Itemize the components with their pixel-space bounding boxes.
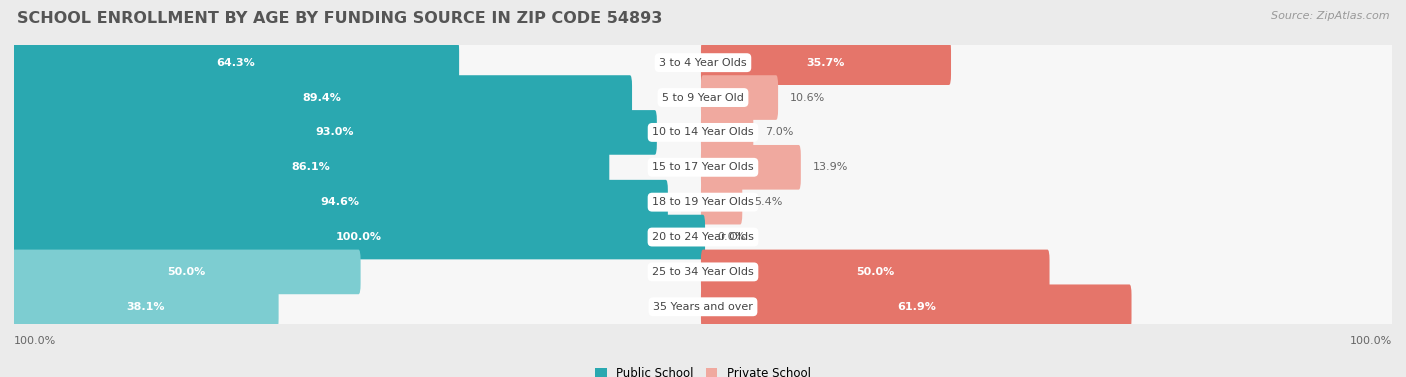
FancyBboxPatch shape: [702, 110, 754, 155]
Text: 15 to 17 Year Olds: 15 to 17 Year Olds: [652, 162, 754, 172]
Text: 5 to 9 Year Old: 5 to 9 Year Old: [662, 92, 744, 103]
Text: 89.4%: 89.4%: [302, 92, 342, 103]
Text: 61.9%: 61.9%: [897, 302, 935, 312]
FancyBboxPatch shape: [13, 75, 633, 120]
FancyBboxPatch shape: [13, 247, 1393, 297]
Text: 50.0%: 50.0%: [167, 267, 205, 277]
FancyBboxPatch shape: [13, 282, 1393, 331]
Text: 20 to 24 Year Olds: 20 to 24 Year Olds: [652, 232, 754, 242]
FancyBboxPatch shape: [13, 250, 360, 294]
Text: 93.0%: 93.0%: [315, 127, 354, 138]
Text: 100.0%: 100.0%: [336, 232, 381, 242]
Text: 94.6%: 94.6%: [321, 197, 360, 207]
Legend: Public School, Private School: Public School, Private School: [595, 367, 811, 377]
FancyBboxPatch shape: [13, 143, 1393, 192]
Text: 50.0%: 50.0%: [856, 267, 894, 277]
Text: Source: ZipAtlas.com: Source: ZipAtlas.com: [1271, 11, 1389, 21]
FancyBboxPatch shape: [13, 73, 1393, 122]
Text: 25 to 34 Year Olds: 25 to 34 Year Olds: [652, 267, 754, 277]
FancyBboxPatch shape: [702, 180, 742, 224]
Text: 100.0%: 100.0%: [1350, 336, 1392, 346]
Text: 13.9%: 13.9%: [813, 162, 848, 172]
Text: 86.1%: 86.1%: [291, 162, 330, 172]
Text: 35 Years and over: 35 Years and over: [652, 302, 754, 312]
Text: 64.3%: 64.3%: [217, 58, 254, 68]
FancyBboxPatch shape: [13, 110, 657, 155]
FancyBboxPatch shape: [13, 180, 668, 224]
Text: 0.0%: 0.0%: [717, 232, 745, 242]
Text: 5.4%: 5.4%: [754, 197, 782, 207]
Text: 100.0%: 100.0%: [14, 336, 56, 346]
Text: 10.6%: 10.6%: [790, 92, 825, 103]
FancyBboxPatch shape: [702, 250, 1049, 294]
Text: 35.7%: 35.7%: [807, 58, 845, 68]
FancyBboxPatch shape: [13, 108, 1393, 157]
Text: 3 to 4 Year Olds: 3 to 4 Year Olds: [659, 58, 747, 68]
FancyBboxPatch shape: [702, 40, 950, 85]
Text: 18 to 19 Year Olds: 18 to 19 Year Olds: [652, 197, 754, 207]
Text: 10 to 14 Year Olds: 10 to 14 Year Olds: [652, 127, 754, 138]
FancyBboxPatch shape: [13, 38, 1393, 87]
FancyBboxPatch shape: [702, 145, 801, 190]
FancyBboxPatch shape: [13, 178, 1393, 227]
Text: SCHOOL ENROLLMENT BY AGE BY FUNDING SOURCE IN ZIP CODE 54893: SCHOOL ENROLLMENT BY AGE BY FUNDING SOUR…: [17, 11, 662, 26]
FancyBboxPatch shape: [702, 75, 778, 120]
FancyBboxPatch shape: [13, 212, 1393, 262]
FancyBboxPatch shape: [13, 215, 704, 259]
FancyBboxPatch shape: [702, 285, 1132, 329]
FancyBboxPatch shape: [13, 145, 609, 190]
FancyBboxPatch shape: [13, 285, 278, 329]
FancyBboxPatch shape: [13, 40, 460, 85]
Text: 7.0%: 7.0%: [765, 127, 793, 138]
Text: 38.1%: 38.1%: [127, 302, 165, 312]
